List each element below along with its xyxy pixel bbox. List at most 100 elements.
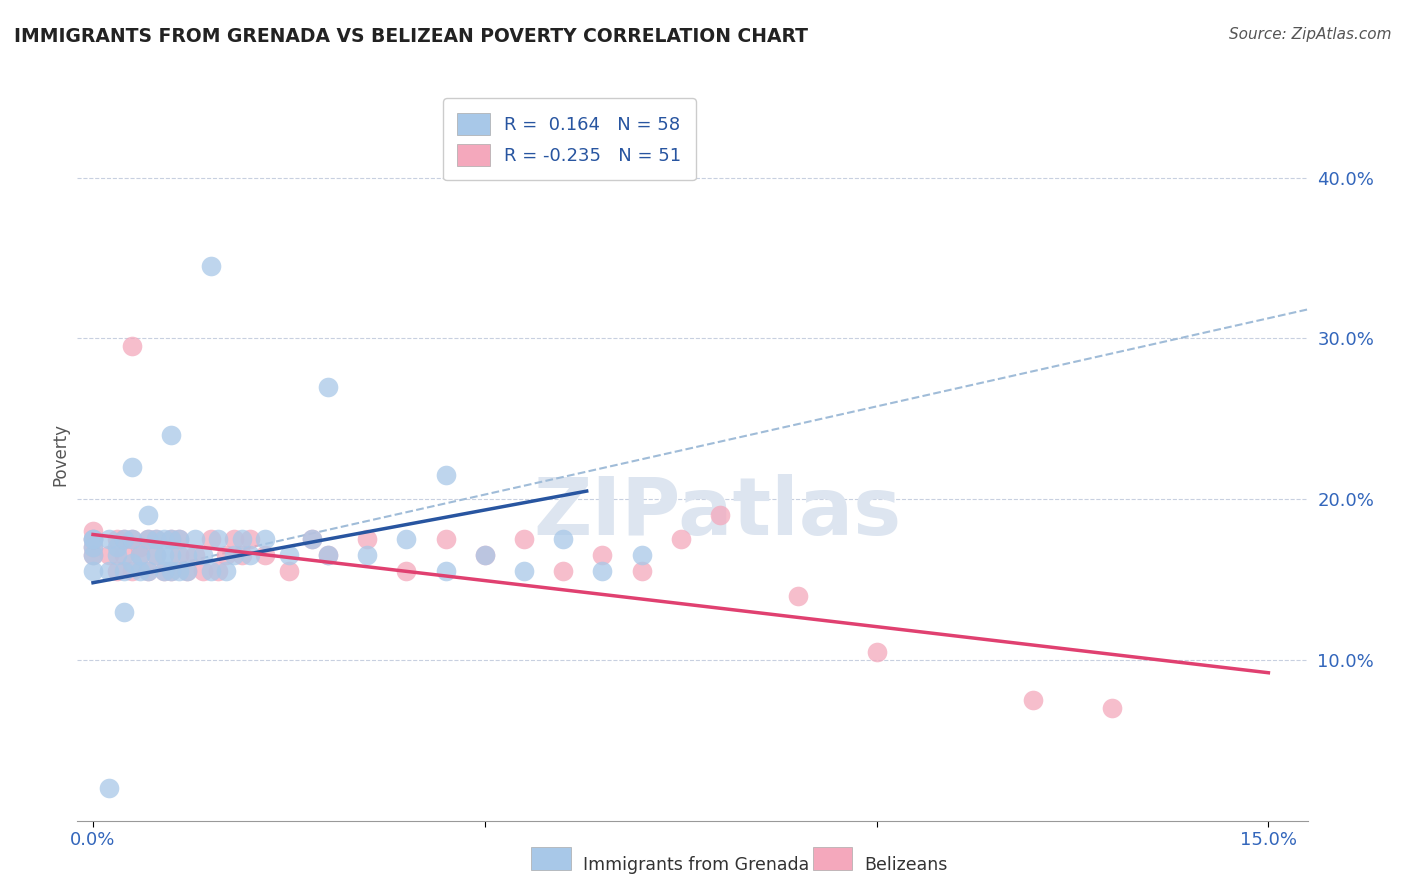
Text: Source: ZipAtlas.com: Source: ZipAtlas.com [1229, 27, 1392, 42]
Point [152, 533, 174, 547]
Point [231, 549, 253, 563]
Point [105, 541, 128, 555]
Point [160, 427, 183, 442]
Point [121, 339, 143, 353]
Point [105, 533, 128, 547]
Point [176, 565, 198, 579]
Point [787, 589, 810, 603]
Point [145, 549, 167, 563]
Point [395, 533, 418, 547]
Point [82, 549, 104, 563]
Point [136, 533, 159, 547]
Point [136, 533, 159, 547]
Point [254, 533, 277, 547]
Point [434, 533, 457, 547]
Point [136, 565, 159, 579]
Point [316, 379, 339, 393]
Text: ZIPatlas: ZIPatlas [533, 475, 901, 552]
Point [112, 533, 135, 547]
Point [434, 468, 457, 483]
Point [191, 565, 214, 579]
Point [513, 533, 536, 547]
Point [222, 549, 245, 563]
Point [129, 549, 152, 563]
Point [82, 524, 104, 539]
Point [121, 557, 143, 571]
Point [231, 533, 253, 547]
Point [167, 533, 190, 547]
Point [207, 533, 229, 547]
Point [277, 565, 299, 579]
Point [112, 605, 135, 619]
Point [160, 565, 183, 579]
Point [167, 549, 190, 563]
Point [82, 541, 104, 555]
Point [184, 533, 207, 547]
Point [112, 565, 135, 579]
Point [152, 565, 174, 579]
Point [145, 549, 167, 563]
Point [152, 549, 174, 563]
Point [553, 565, 575, 579]
Point [105, 565, 128, 579]
Point [145, 533, 167, 547]
Point [152, 565, 174, 579]
Text: Belizeans: Belizeans [865, 856, 948, 874]
Point [160, 549, 183, 563]
Point [136, 508, 159, 523]
Point [82, 565, 104, 579]
Point [121, 533, 143, 547]
Point [301, 533, 323, 547]
Point [82, 533, 104, 547]
Legend: R =  0.164   N = 58, R = -0.235   N = 51: R = 0.164 N = 58, R = -0.235 N = 51 [443, 98, 696, 180]
Point [591, 549, 613, 563]
Point [121, 565, 143, 579]
Point [222, 533, 245, 547]
Point [97, 533, 120, 547]
Point [121, 460, 143, 475]
Point [167, 565, 190, 579]
Point [395, 565, 418, 579]
Point [215, 565, 238, 579]
Point [160, 533, 183, 547]
Y-axis label: Poverty: Poverty [51, 424, 69, 486]
Point [121, 533, 143, 547]
Point [591, 565, 613, 579]
Point [176, 565, 198, 579]
Point [316, 549, 339, 563]
Point [105, 549, 128, 563]
Point [434, 565, 457, 579]
Point [865, 645, 887, 659]
Text: IMMIGRANTS FROM GRENADA VS BELIZEAN POVERTY CORRELATION CHART: IMMIGRANTS FROM GRENADA VS BELIZEAN POVE… [14, 27, 808, 45]
Point [669, 533, 692, 547]
Text: Immigrants from Grenada: Immigrants from Grenada [583, 856, 810, 874]
Point [129, 541, 152, 555]
Point [254, 549, 277, 563]
Point [167, 533, 190, 547]
Point [1101, 701, 1123, 715]
Point [129, 565, 152, 579]
Point [97, 781, 120, 796]
Point [82, 533, 104, 547]
Point [239, 533, 262, 547]
Point [207, 565, 229, 579]
Point [112, 533, 135, 547]
Point [301, 533, 323, 547]
Point [709, 508, 731, 523]
Point [474, 549, 496, 563]
Point [97, 565, 120, 579]
Point [82, 541, 104, 555]
Point [513, 565, 536, 579]
Point [145, 533, 167, 547]
Point [136, 565, 159, 579]
Point [630, 565, 652, 579]
Point [200, 565, 222, 579]
Point [97, 549, 120, 563]
Point [160, 533, 183, 547]
Point [215, 549, 238, 563]
Point [1022, 693, 1045, 707]
Point [277, 549, 299, 563]
Point [184, 549, 207, 563]
Point [200, 533, 222, 547]
Point [356, 533, 378, 547]
